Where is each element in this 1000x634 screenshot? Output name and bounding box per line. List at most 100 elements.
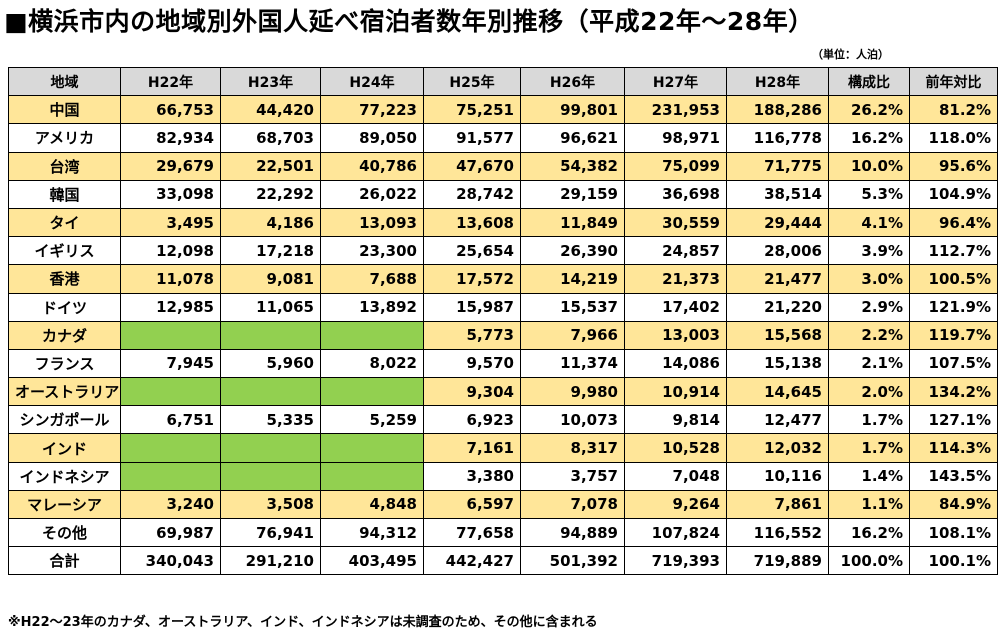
value-cell: 68,703 [220, 123, 321, 153]
value-cell: 116,552 [726, 517, 829, 548]
value-cell: 26.2% [828, 95, 910, 125]
value-cell: 29,679 [120, 151, 221, 181]
value-cell: 77,658 [423, 517, 521, 548]
value-cell: 24,857 [624, 236, 727, 266]
value-cell: 7,048 [624, 461, 727, 491]
value-cell: 25,654 [423, 236, 521, 266]
region-name-cell: カナダ [8, 320, 121, 350]
value-cell: 10,116 [726, 461, 829, 491]
value-cell: 81.2% [909, 95, 998, 125]
value-cell: 403,495 [320, 546, 424, 576]
value-cell: 116,778 [726, 123, 829, 153]
region-name-cell: タイ [8, 207, 121, 238]
column-header: H25年 [423, 66, 521, 97]
value-cell: 84.9% [909, 489, 998, 520]
value-cell: 9,814 [624, 405, 727, 435]
not-surveyed-cell [220, 433, 321, 463]
value-cell: 47,670 [423, 151, 521, 181]
value-cell: 95.6% [909, 151, 998, 181]
value-cell: 10,073 [520, 405, 625, 435]
not-surveyed-cell [220, 461, 321, 491]
value-cell: 17,572 [423, 264, 521, 294]
value-cell: 3.0% [828, 264, 910, 294]
value-cell: 15,138 [726, 348, 829, 379]
table-row: ドイツ 12,985 11,065 13,892 15,987 15,537 17,402 2… [8, 292, 998, 322]
value-cell: 23,300 [320, 236, 424, 266]
not-surveyed-cell [120, 433, 221, 463]
value-cell: 1.7% [828, 433, 910, 463]
table-row: その他 69,987 76,941 94,312 77,658 94,889 107,824… [8, 517, 998, 548]
value-cell: 4.1% [828, 207, 910, 238]
value-cell: 22,292 [220, 179, 321, 209]
value-cell: 69,987 [120, 517, 221, 548]
value-cell: 29,444 [726, 207, 829, 238]
table-row: カナダ 5,773 7,966 13,003 15,568 2.2% 119.7% [8, 320, 998, 350]
value-cell: 100.1% [909, 546, 998, 576]
value-cell: 104.9% [909, 179, 998, 209]
value-cell: 719,889 [726, 546, 829, 576]
value-cell: 16.2% [828, 517, 910, 548]
value-cell: 16.2% [828, 123, 910, 153]
unit-label: （単位：人泊） [812, 48, 889, 61]
value-cell: 28,006 [726, 236, 829, 266]
value-cell: 442,427 [423, 546, 521, 576]
value-cell: 99,801 [520, 95, 625, 125]
value-cell: 5.3% [828, 179, 910, 209]
table-body: 中国 66,753 44,420 77,223 75,251 99,801 231,953 1… [8, 95, 998, 576]
value-cell: 2.9% [828, 292, 910, 322]
value-cell: 12,098 [120, 236, 221, 266]
value-cell: 94,889 [520, 517, 625, 548]
value-cell: 36,698 [624, 179, 727, 209]
value-cell: 26,390 [520, 236, 625, 266]
value-cell: 21,220 [726, 292, 829, 322]
column-header: H24年 [320, 66, 424, 97]
footnote: ※H22～23年のカナダ、オーストラリア、インド、インドネシアは未調査のため、そ… [8, 615, 598, 630]
value-cell: 118.0% [909, 123, 998, 153]
value-cell: 33,098 [120, 179, 221, 209]
table-row: マレーシア 3,240 3,508 4,848 6,597 7,078 9,264 7,861… [8, 489, 998, 520]
region-name-cell: 合計 [8, 546, 121, 576]
value-cell: 11,849 [520, 207, 625, 238]
value-cell: 2.0% [828, 377, 910, 407]
not-surveyed-cell [120, 320, 221, 350]
value-cell: 114.3% [909, 433, 998, 463]
value-cell: 121.9% [909, 292, 998, 322]
value-cell: 11,065 [220, 292, 321, 322]
value-cell: 30,559 [624, 207, 727, 238]
value-cell: 231,953 [624, 95, 727, 125]
value-cell: 5,335 [220, 405, 321, 435]
value-cell: 9,304 [423, 377, 521, 407]
not-surveyed-cell [320, 320, 424, 350]
value-cell: 66,753 [120, 95, 221, 125]
region-name-cell: フランス [8, 348, 121, 379]
value-cell: 82,934 [120, 123, 221, 153]
value-cell: 91,577 [423, 123, 521, 153]
not-surveyed-cell [120, 377, 221, 407]
value-cell: 340,043 [120, 546, 221, 576]
value-cell: 13,608 [423, 207, 521, 238]
table-row: 合計 340,043 291,210 403,495 442,427 501,392 719… [8, 546, 998, 576]
not-surveyed-cell [220, 320, 321, 350]
table-row: 香港 11,078 9,081 7,688 17,572 14,219 21,373 21,4… [8, 264, 998, 294]
value-cell: 94,312 [320, 517, 424, 548]
page-title: ■横浜市内の地域別外国人延べ宿泊者数年別推移（平成22年～28年） [4, 7, 814, 36]
value-cell: 100.5% [909, 264, 998, 294]
value-cell: 13,892 [320, 292, 424, 322]
value-cell: 15,537 [520, 292, 625, 322]
table-row: インドネシア 3,380 3,757 7,048 10,116 1.4% 143.5% [8, 461, 998, 491]
value-cell: 7,861 [726, 489, 829, 520]
region-name-cell: 中国 [8, 95, 121, 125]
region-name-cell: 韓国 [8, 179, 121, 209]
value-cell: 3.9% [828, 236, 910, 266]
value-cell: 76,941 [220, 517, 321, 548]
column-header: 前年対比 [909, 66, 998, 97]
value-cell: 1.1% [828, 489, 910, 520]
value-cell: 12,032 [726, 433, 829, 463]
value-cell: 2.2% [828, 320, 910, 350]
value-cell: 22,501 [220, 151, 321, 181]
value-cell: 11,078 [120, 264, 221, 294]
value-cell: 6,751 [120, 405, 221, 435]
value-cell: 100.0% [828, 546, 910, 576]
region-name-cell: インド [8, 433, 121, 463]
value-cell: 26,022 [320, 179, 424, 209]
